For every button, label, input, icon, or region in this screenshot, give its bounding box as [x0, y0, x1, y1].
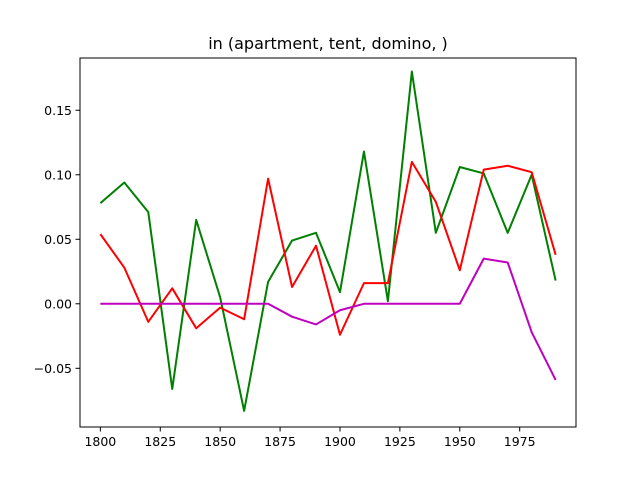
y-tick-label: 0.05: [44, 232, 72, 247]
x-tick-label: 1825: [144, 434, 176, 449]
x-tick-label: 1800: [84, 434, 116, 449]
x-tick-label: 1925: [384, 434, 416, 449]
x-tick-label: 1950: [444, 434, 476, 449]
y-tick-label: −0.05: [34, 361, 72, 376]
x-tick-label: 1875: [264, 434, 296, 449]
series-line-2: [99, 160, 557, 336]
y-axis: −0.05 0.00 0.05 0.10 0.15: [34, 103, 80, 376]
series-line-1: [99, 70, 557, 412]
y-tick-label: 0.10: [44, 167, 72, 182]
y-tick-label: 0.15: [44, 103, 72, 118]
y-tick-label: 0.00: [44, 296, 72, 311]
x-axis: 1800 1825 1850 1875 1900 1925 1950 1975: [84, 427, 536, 449]
plot-area-frame: [79, 57, 577, 428]
chart-title: in (apartment, tent, domino, ): [208, 34, 448, 53]
x-tick-label: 1900: [324, 434, 356, 449]
series-line-3: [100, 257, 557, 381]
x-tick-label: 1975: [504, 434, 536, 449]
series-layer: [99, 70, 557, 412]
x-tick-label: 1850: [204, 434, 236, 449]
